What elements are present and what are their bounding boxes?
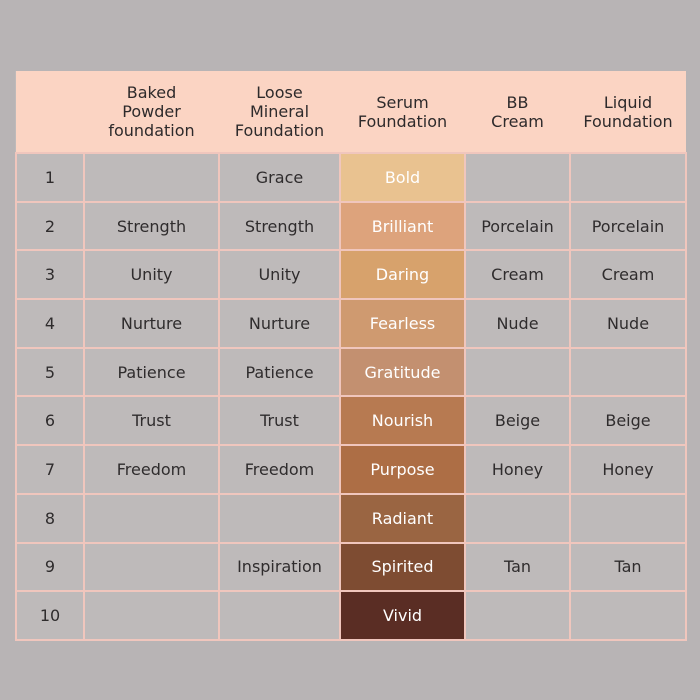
cell-baked-powder (83, 152, 220, 203)
cell-liquid (569, 346, 687, 398)
cell-loose-mineral (218, 590, 341, 641)
table-row: 5 Patience Patience Gratitude (15, 346, 687, 398)
row-number: 4 (15, 298, 85, 349)
table-row: 6 Trust Trust Nourish Beige Beige (15, 395, 687, 447)
cell-liquid: Cream (569, 249, 687, 301)
cell-bb-cream (464, 152, 571, 203)
cell-bb-cream: Cream (464, 249, 571, 301)
cell-serum: Purpose (339, 444, 466, 495)
cell-serum: Brilliant (339, 200, 466, 252)
header-row: Baked Powder foundation Loose Mineral Fo… (16, 71, 686, 153)
cell-bb-cream: Porcelain (464, 200, 571, 252)
row-number: 9 (15, 541, 85, 593)
table-body: 1 Grace Bold 2 Strength Strength Brilliant Porc… (15, 152, 687, 641)
row-number: 1 (15, 152, 85, 203)
cell-liquid: Porcelain (569, 200, 687, 252)
row-number: 8 (15, 492, 85, 544)
cell-liquid: Tan (569, 541, 687, 593)
header-baked-powder: Baked Powder foundation (84, 71, 219, 153)
cell-loose-mineral: Strength (218, 200, 341, 252)
row-number: 2 (15, 200, 85, 252)
cell-liquid (569, 590, 687, 641)
cell-bb-cream (464, 590, 571, 641)
cell-baked-powder (83, 492, 220, 544)
cell-serum: Bold (339, 152, 466, 203)
row-number: 10 (15, 590, 85, 641)
header-serum: Serum Foundation (340, 71, 465, 153)
cell-serum: Radiant (339, 492, 466, 544)
cell-serum: Daring (339, 249, 466, 301)
cell-serum: Vivid (339, 590, 466, 641)
header-loose-mineral: Loose Mineral Foundation (219, 71, 340, 153)
cell-liquid: Nude (569, 298, 687, 349)
header-bb-cream: BB Cream (465, 71, 570, 153)
table-header: Baked Powder foundation Loose Mineral Fo… (16, 71, 686, 153)
cell-baked-powder (83, 590, 220, 641)
cell-baked-powder: Freedom (83, 444, 220, 495)
table-row: 1 Grace Bold (15, 152, 687, 203)
cell-liquid (569, 492, 687, 544)
table-row: 9 Inspiration Spirited Tan Tan (15, 541, 687, 593)
table-row: 10 Vivid (15, 590, 687, 641)
cell-baked-powder: Nurture (83, 298, 220, 349)
cell-loose-mineral (218, 492, 341, 544)
table-row: 7 Freedom Freedom Purpose Honey Honey (15, 444, 687, 495)
cell-loose-mineral: Patience (218, 346, 341, 398)
cell-loose-mineral: Trust (218, 395, 341, 447)
cell-baked-powder: Unity (83, 249, 220, 301)
cell-bb-cream: Nude (464, 298, 571, 349)
cell-serum: Spirited (339, 541, 466, 593)
row-number: 7 (15, 444, 85, 495)
cell-serum: Gratitude (339, 346, 466, 398)
cell-baked-powder: Patience (83, 346, 220, 398)
header-number (16, 71, 84, 153)
cell-loose-mineral: Unity (218, 249, 341, 301)
cell-loose-mineral: Nurture (218, 298, 341, 349)
shade-table: Baked Powder foundation Loose Mineral Fo… (15, 71, 687, 641)
row-number: 3 (15, 249, 85, 301)
cell-bb-cream: Beige (464, 395, 571, 447)
header-liquid: Liquid Foundation (570, 71, 686, 153)
cell-liquid (569, 152, 687, 203)
cell-baked-powder: Strength (83, 200, 220, 252)
cell-loose-mineral: Freedom (218, 444, 341, 495)
table-row: 2 Strength Strength Brilliant Porcelain Porce… (15, 200, 687, 252)
cell-liquid: Honey (569, 444, 687, 495)
cell-bb-cream (464, 346, 571, 398)
shade-chart: Baked Powder foundation Loose Mineral Fo… (15, 71, 687, 641)
cell-baked-powder (83, 541, 220, 593)
cell-bb-cream (464, 492, 571, 544)
row-number: 5 (15, 346, 85, 398)
table-row: 4 Nurture Nurture Fearless Nude Nude (15, 298, 687, 349)
cell-bb-cream: Honey (464, 444, 571, 495)
cell-loose-mineral: Grace (218, 152, 341, 203)
table-row: 8 Radiant (15, 492, 687, 544)
cell-baked-powder: Trust (83, 395, 220, 447)
cell-bb-cream: Tan (464, 541, 571, 593)
table-row: 3 Unity Unity Daring Cream Cream (15, 249, 687, 301)
cell-serum: Nourish (339, 395, 466, 447)
cell-loose-mineral: Inspiration (218, 541, 341, 593)
cell-liquid: Beige (569, 395, 687, 447)
cell-serum: Fearless (339, 298, 466, 349)
row-number: 6 (15, 395, 85, 447)
